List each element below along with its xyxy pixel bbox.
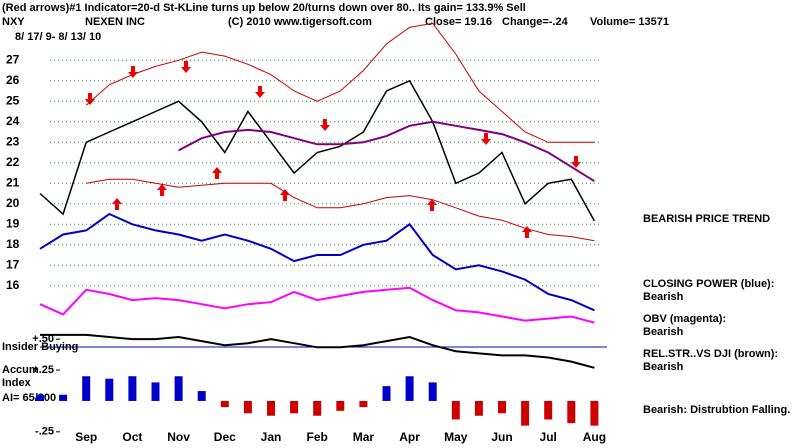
series-line	[86, 178, 595, 242]
buy-arrow	[112, 198, 122, 210]
bar	[197, 391, 206, 401]
y-tick-label: 19	[6, 216, 20, 230]
change: Change=-.24	[502, 16, 569, 28]
x-tick-label: Sep	[75, 430, 97, 444]
x-tick-label: Jun	[491, 430, 512, 444]
buy-arrow	[280, 189, 290, 201]
close: Close= 19.16	[425, 16, 492, 28]
bar	[82, 376, 91, 401]
sell-arrow	[85, 93, 95, 105]
accum-label: Accum Index	[2, 364, 39, 389]
series-line	[40, 333, 595, 369]
bar	[243, 400, 252, 414]
bar	[336, 400, 345, 411]
x-tick-label: Aug	[583, 430, 606, 444]
legend-label: OBV (magenta):	[643, 313, 726, 325]
ticker: NXY	[2, 16, 25, 28]
y-tick-label: 27	[6, 52, 20, 66]
x-tick-label: Apr	[399, 430, 420, 444]
sell-arrow	[481, 133, 491, 145]
bar	[382, 386, 391, 401]
signal-arrows	[85, 61, 581, 238]
y-tick-label: 22	[6, 155, 20, 169]
ai-label: AI= 65/200	[2, 392, 56, 404]
bar	[267, 400, 275, 416]
x-tick-label: Oct	[122, 430, 142, 444]
bar	[521, 400, 530, 426]
legend-label: REL.STR..VS DJI (brown):	[643, 348, 778, 360]
series-line	[178, 120, 595, 183]
sell-arrow	[181, 61, 191, 73]
series-line	[39, 79, 596, 222]
y-tick-label: 18	[6, 237, 20, 251]
series-line	[85, 22, 595, 143]
buy-arrow	[157, 184, 167, 196]
bar	[498, 400, 506, 414]
x-tick-label: May	[444, 430, 468, 444]
y-tick-label: 21	[6, 175, 20, 189]
bar	[220, 400, 229, 408]
bar	[474, 400, 483, 416]
x-tick-label: Nov	[167, 430, 190, 444]
bar	[451, 400, 460, 420]
legend-label: CLOSING POWER (blue):	[643, 278, 774, 290]
y-tick-label: 24	[6, 114, 20, 128]
sell-arrow	[571, 156, 581, 168]
bar	[567, 400, 576, 424]
x-tick-label: Feb	[307, 430, 328, 444]
x-tick-label: Dec	[214, 430, 236, 444]
y-tick-label: 20	[6, 196, 20, 210]
bar	[59, 394, 68, 401]
ai-status: Bearish: Distrubtion Falling.	[643, 404, 790, 416]
buy-arrow	[212, 167, 222, 179]
legend-status: Bearish	[643, 361, 684, 373]
y-tick-label: 26	[6, 73, 20, 87]
header-line: (Red arrows)#1 Indicator=20-d St-KLine t…	[2, 2, 526, 14]
bar	[405, 376, 414, 401]
bar	[174, 376, 183, 401]
sell-arrow	[320, 119, 330, 131]
sell-arrow	[255, 86, 265, 98]
bar	[105, 378, 114, 401]
x-tick-label: Jul	[540, 430, 557, 444]
date-range: 8/ 17/ 9- 8/ 13/ 10	[15, 31, 101, 43]
bar	[313, 400, 322, 416]
x-tick-label: Jan	[261, 430, 282, 444]
bar	[128, 376, 137, 401]
volume: Volume= 13571	[590, 16, 669, 28]
copyright: (C) 2010 www.tigersoft.com	[228, 16, 372, 28]
y-tick-label: 23	[6, 134, 20, 148]
insider-label: Insider Buying	[2, 341, 78, 353]
x-tick-label: Mar	[353, 430, 375, 444]
series-line	[39, 212, 595, 312]
bar	[359, 400, 368, 408]
y-tick-label: 16	[6, 278, 20, 292]
legend-status: Bearish	[643, 326, 684, 338]
bar	[36, 394, 44, 401]
bar	[544, 400, 553, 420]
y-tick-label: 25	[6, 93, 20, 107]
y-tick-label: +.50	[32, 333, 54, 345]
bar	[428, 382, 437, 401]
y-tick-label: -.25	[35, 426, 54, 438]
bar	[290, 400, 299, 414]
buy-arrow	[427, 199, 437, 211]
legend-status: Bearish	[643, 291, 684, 303]
series-line	[39, 286, 595, 324]
y-tick-label: 17	[6, 257, 20, 271]
company: NEXEN INC	[85, 16, 145, 28]
trend-label: BEARISH PRICE TREND	[643, 213, 770, 225]
y-tick-label: +.25	[32, 364, 54, 376]
bar	[590, 400, 599, 426]
bar	[151, 382, 160, 401]
